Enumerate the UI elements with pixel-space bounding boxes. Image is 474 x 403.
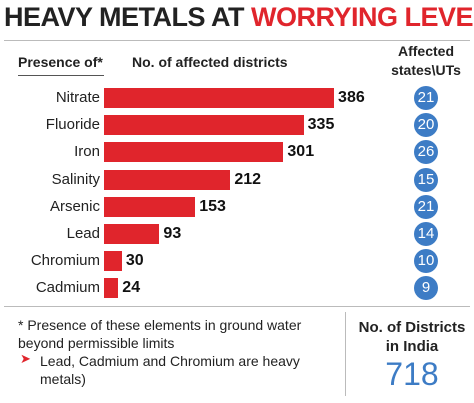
states-badge: 21 (414, 194, 438, 219)
states-badge: 26 (414, 140, 438, 165)
value-label: 301 (287, 143, 315, 161)
title-highlight: WORRYING LEVELS (251, 2, 474, 32)
divider (4, 40, 470, 41)
header-rule (18, 75, 104, 76)
bar (104, 142, 284, 163)
category-label: Arsenic (49, 197, 100, 215)
divider (345, 312, 346, 396)
category-label: Salinity (51, 170, 100, 188)
value-label: 212 (234, 170, 262, 188)
value-label: 30 (125, 252, 144, 270)
note: Lead, Cadmium and Chromium are heavy met… (40, 353, 300, 387)
states-badge: 14 (414, 222, 438, 246)
states-badge: 10 (414, 249, 438, 274)
divider (4, 306, 470, 307)
category-header: Presence of* (18, 54, 103, 70)
value-header: No. of affected districts (132, 54, 288, 70)
bar (104, 169, 231, 190)
category-label: Fluoride (45, 116, 100, 134)
category-label: Cadmium (35, 279, 100, 297)
states-badge: 9 (414, 276, 438, 301)
bar (104, 278, 119, 299)
total-value: 718 (385, 356, 439, 392)
states-header: Affected states\UTs (391, 43, 461, 78)
value-label: 93 (163, 225, 182, 242)
category-label: Lead (66, 225, 100, 242)
category-label: Iron (74, 143, 100, 161)
states-badge: 21 (414, 86, 438, 110)
value-label: 386 (338, 89, 365, 106)
bar (104, 224, 160, 244)
states-badge: 15 (414, 167, 438, 192)
value-label: 153 (199, 197, 226, 215)
value-label: 335 (307, 116, 335, 134)
total-label: No. of Districts in India (358, 319, 466, 355)
bar (104, 115, 304, 136)
arrow-icon: ➤ (20, 351, 31, 366)
title: HEAVY METALS AT WORRYING LEVELS (4, 2, 474, 33)
category-label: Nitrate (55, 89, 100, 106)
footnote: * Presence of these elements in ground w… (18, 317, 302, 351)
bar (104, 196, 196, 217)
bar (104, 88, 335, 108)
value-label: 24 (122, 279, 141, 297)
bar (104, 251, 122, 272)
title-main: HEAVY METALS AT (4, 2, 245, 32)
category-label: Chromium (30, 252, 100, 270)
states-badge: 20 (414, 113, 438, 138)
